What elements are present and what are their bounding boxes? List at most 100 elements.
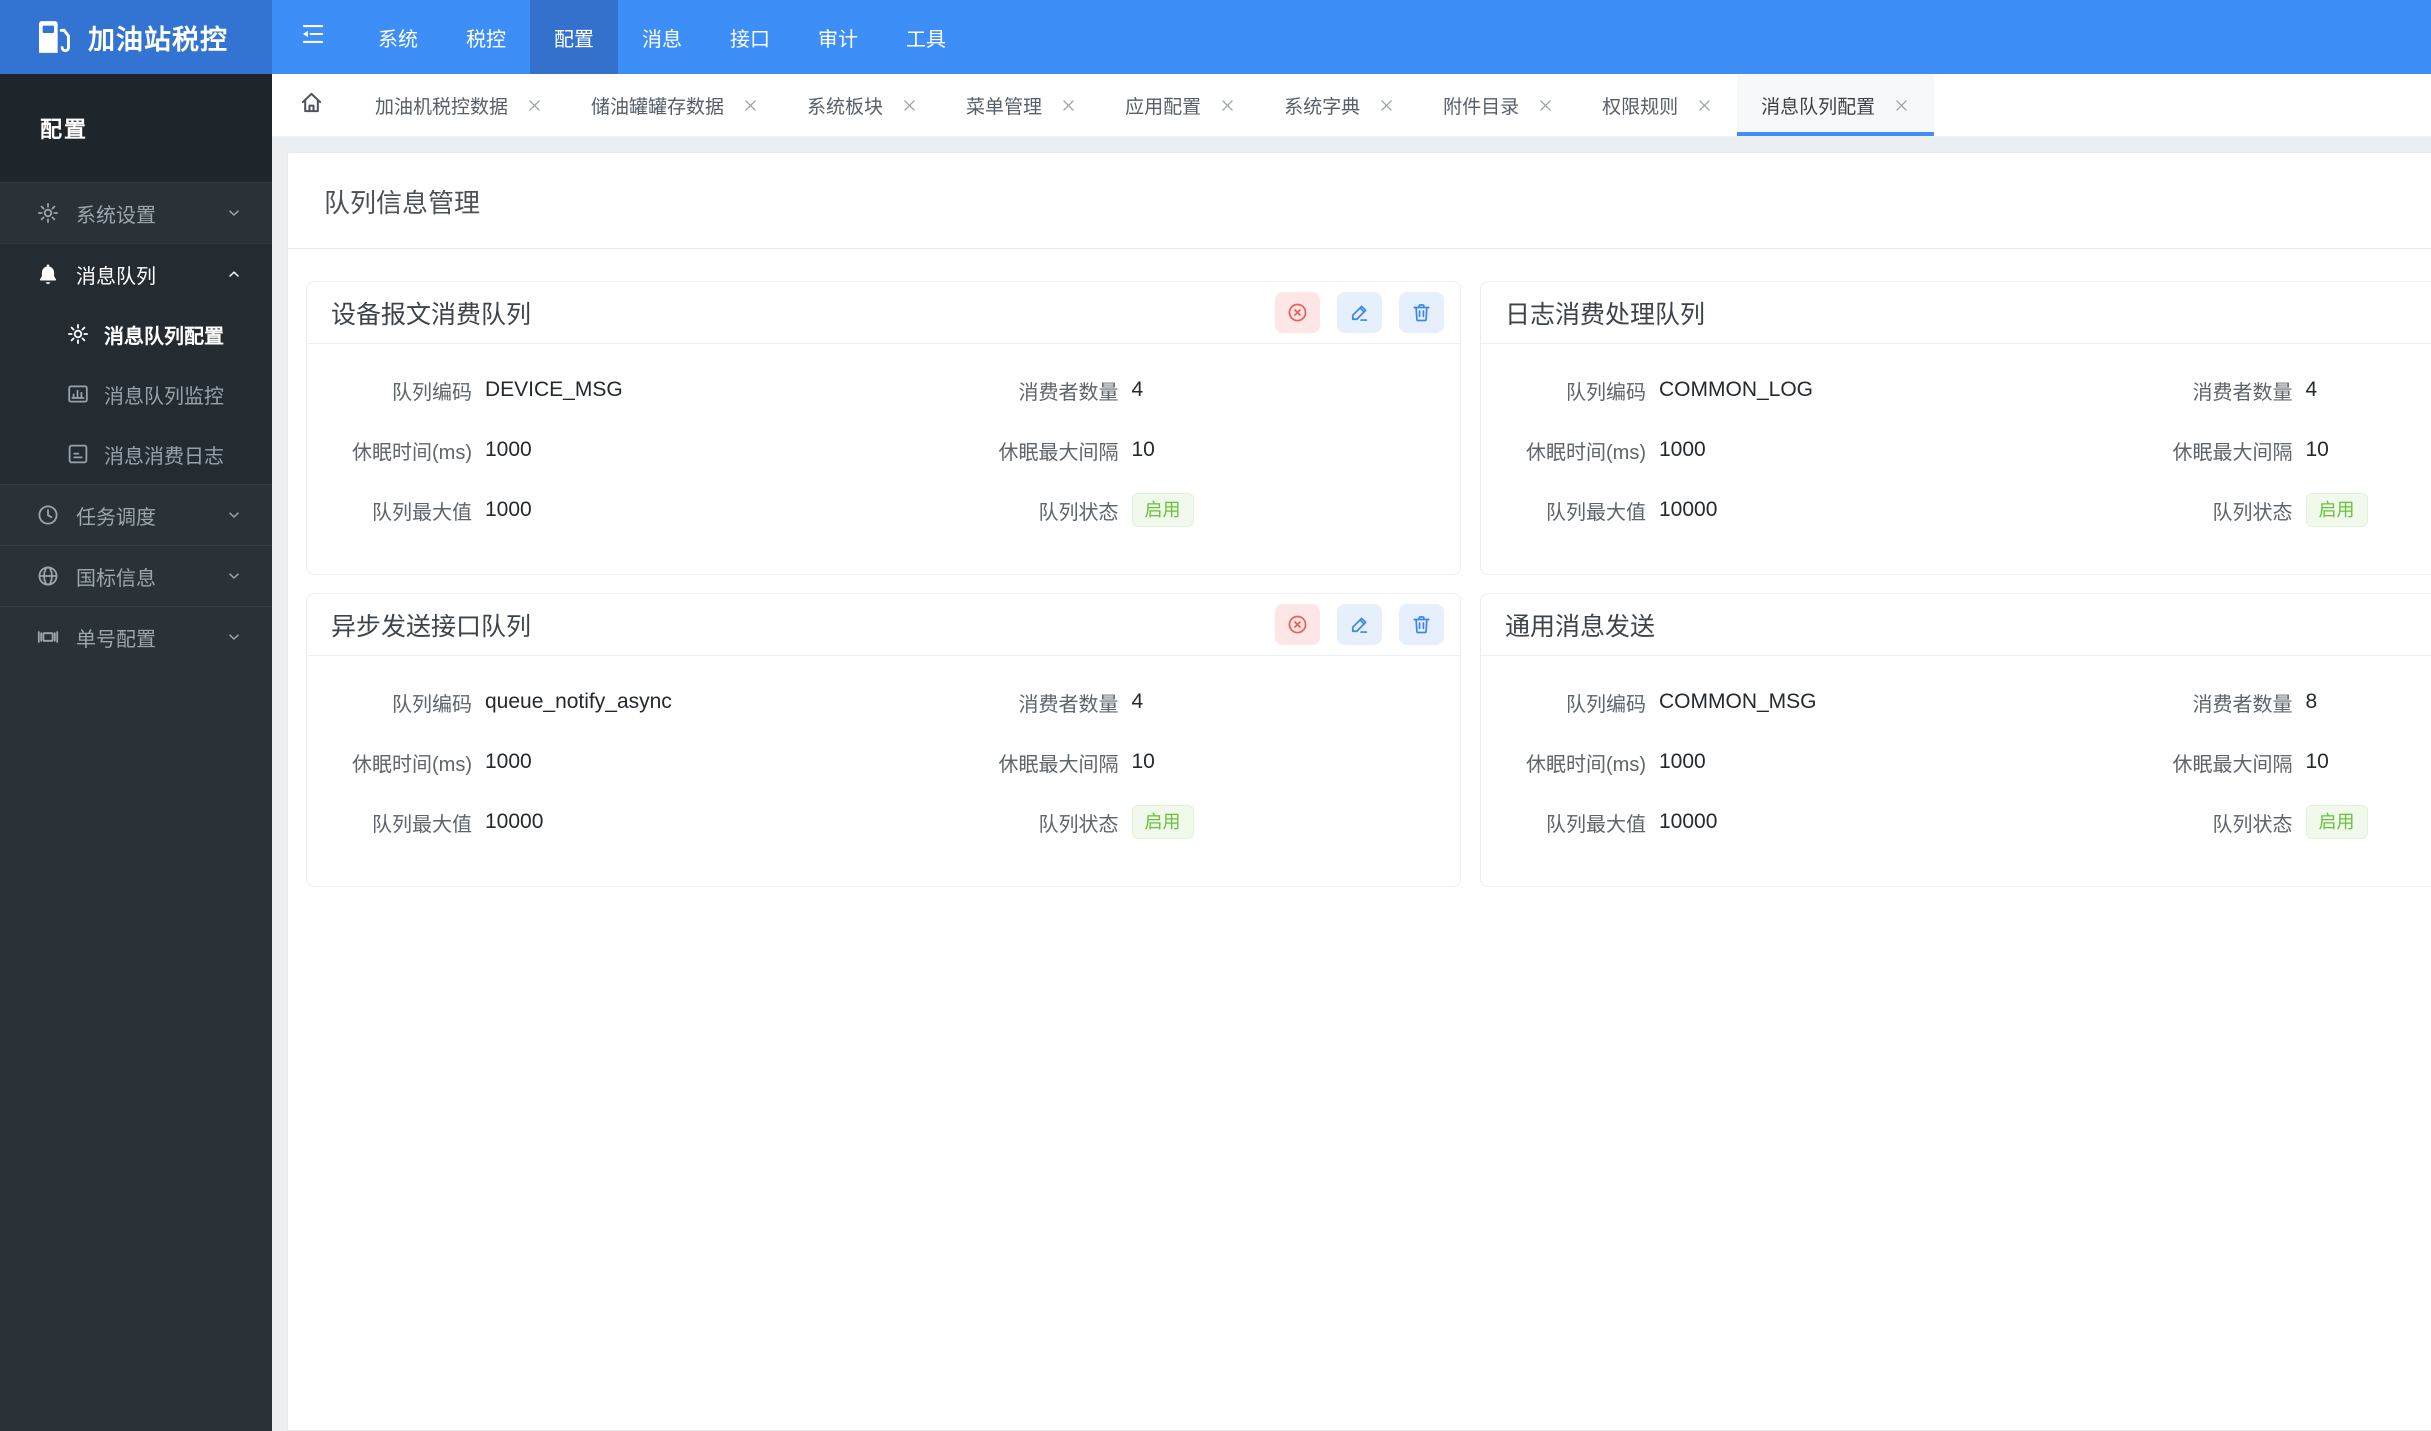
disable-queue-button[interactable] xyxy=(1275,292,1320,333)
queue-field: 队列状态 启用 xyxy=(2058,805,2431,839)
app-brand: 加油站税控 xyxy=(0,0,272,74)
tab-3[interactable]: 系统板块 xyxy=(783,74,942,136)
log-icon xyxy=(66,442,90,466)
queue-field: 休眠最大间隔 10 xyxy=(884,436,1461,465)
sidebar-subitem-2-2[interactable]: 消息队列监控 xyxy=(0,364,272,424)
edit-pencil-icon xyxy=(1348,613,1371,636)
queue-card-2: 日志消费处理队列 队列编码 COMMON_LOG 消费者数量 4 休眠时间(ms) 1000… xyxy=(1480,281,2431,575)
top-menu-item-3[interactable]: 配置 xyxy=(530,0,618,74)
close-icon[interactable] xyxy=(742,97,759,114)
chevron-up-icon xyxy=(224,264,244,284)
queue-field: 队列状态 启用 xyxy=(2058,493,2431,527)
queue-field-row: 队列最大值 10000 队列状态 启用 xyxy=(1481,480,2431,540)
sidebar-group: 消息队列 消息队列配置 消息队列监控消息消费日志 xyxy=(0,243,272,484)
tab-7[interactable]: 附件目录 xyxy=(1419,74,1578,136)
field-value: 1000 xyxy=(485,438,532,461)
status-badge: 启用 xyxy=(1131,493,1194,527)
close-icon[interactable] xyxy=(526,97,543,114)
edit-queue-button[interactable] xyxy=(1337,292,1382,333)
fuel-pump-icon xyxy=(34,17,74,57)
queue-card-header: 通用消息发送 xyxy=(1481,594,2431,656)
queue-field: 队列最大值 10000 xyxy=(1481,808,2058,837)
status-badge: 启用 xyxy=(1131,805,1194,839)
chevron-down-icon xyxy=(224,627,244,647)
sidebar-item-4[interactable]: 国标信息 xyxy=(0,546,272,606)
queue-card-actions xyxy=(1275,604,1444,645)
field-value: COMMON_MSG xyxy=(1659,690,1817,713)
field-value: 10 xyxy=(1131,750,1155,773)
tab-label: 消息队列配置 xyxy=(1761,96,1876,118)
field-value: 1000 xyxy=(1659,438,1706,461)
top-menu-item-5[interactable]: 接口 xyxy=(730,28,770,51)
queue-field: 队列最大值 10000 xyxy=(307,808,884,837)
top-menu-item-7[interactable]: 工具 xyxy=(906,28,946,51)
top-menu-item-4[interactable]: 消息 xyxy=(642,28,682,51)
queue-field-row: 休眠时间(ms) 1000 休眠最大间隔 10 xyxy=(307,732,1460,792)
field-value: 10000 xyxy=(1659,810,1718,833)
tab-9[interactable]: 消息队列配置 xyxy=(1737,74,1935,136)
queue-card-title: 设备报文消费队列 xyxy=(331,300,532,329)
field-value: 10000 xyxy=(485,810,544,833)
field-label: 休眠时间(ms) xyxy=(352,441,472,464)
field-value: 10 xyxy=(2305,750,2329,773)
tab-5[interactable]: 应用配置 xyxy=(1101,74,1260,136)
queue-field: 休眠最大间隔 10 xyxy=(884,748,1461,777)
queue-field: 休眠时间(ms) 1000 xyxy=(1481,436,2058,465)
home-tab-button[interactable] xyxy=(272,74,351,136)
queue-field: 休眠时间(ms) 1000 xyxy=(307,436,884,465)
home-icon xyxy=(298,89,325,121)
field-value: 4 xyxy=(1131,690,1144,713)
sidebar-item-label: 国标信息 xyxy=(76,567,156,590)
close-icon[interactable] xyxy=(1219,97,1236,114)
close-icon[interactable] xyxy=(1893,97,1910,114)
queue-field: 消费者数量 8 xyxy=(2058,688,2431,717)
status-badge: 启用 xyxy=(2305,805,2368,839)
main-content: 队列信息管理 设备报文消费队列 队列编码 DEVICE_MSG 消费者数量 4 休眠时间(… xyxy=(272,137,2431,1431)
field-label: 队列状态 xyxy=(2212,813,2293,836)
tab-2[interactable]: 储油罐罐存数据 xyxy=(567,74,783,136)
close-icon[interactable] xyxy=(1378,97,1395,114)
field-label: 休眠时间(ms) xyxy=(352,753,472,776)
field-label: 消费者数量 xyxy=(2192,693,2293,716)
queue-field: 队列编码 COMMON_LOG xyxy=(1481,376,2058,405)
edit-queue-button[interactable] xyxy=(1337,604,1382,645)
close-icon[interactable] xyxy=(1696,97,1713,114)
disable-queue-button[interactable] xyxy=(1275,604,1320,645)
sidebar-item-2[interactable]: 消息队列 xyxy=(0,244,272,304)
field-label: 休眠最大间隔 xyxy=(2172,753,2293,776)
field-label: 休眠最大间隔 xyxy=(2172,441,2293,464)
trash-icon xyxy=(1410,613,1433,636)
sidebar-item-5[interactable]: 单号配置 xyxy=(0,607,272,667)
field-label: 休眠时间(ms) xyxy=(1526,441,1646,464)
sidebar-item-3[interactable]: 任务调度 xyxy=(0,485,272,545)
sidebar-collapse-button[interactable] xyxy=(272,0,354,74)
tab-1[interactable]: 加油机税控数据 xyxy=(351,74,567,136)
sidebar: 配置 系统设置 消息队列 消息队列配置 消息队列监控 消息消费日志 任务调度 国标信息 单号配… xyxy=(0,74,272,1431)
delete-queue-button[interactable] xyxy=(1399,604,1444,645)
close-icon[interactable] xyxy=(901,97,918,114)
queue-card-4: 通用消息发送 队列编码 COMMON_MSG 消费者数量 8 休眠时间(ms) 1000 休眠… xyxy=(1480,593,2431,887)
top-menu-item-6[interactable]: 审计 xyxy=(818,28,858,51)
field-label: 队列最大值 xyxy=(372,501,472,524)
field-value: DEVICE_MSG xyxy=(485,378,623,401)
trash-icon xyxy=(1410,301,1433,324)
top-menu-item-1[interactable]: 系统 xyxy=(378,28,418,51)
close-icon[interactable] xyxy=(1537,97,1554,114)
tab-8[interactable]: 权限规则 xyxy=(1578,74,1737,136)
sidebar-subitem-2-1[interactable]: 消息队列配置 xyxy=(0,304,272,364)
field-label: 队列编码 xyxy=(392,693,472,716)
tab-4[interactable]: 菜单管理 xyxy=(942,74,1101,136)
stop-circle-icon xyxy=(1286,301,1309,324)
sidebar-subitem-2-3[interactable]: 消息消费日志 xyxy=(0,424,272,484)
field-value: 4 xyxy=(2305,378,2318,401)
chevron-down-icon xyxy=(224,203,244,223)
top-menu-item-2[interactable]: 税控 xyxy=(466,28,506,51)
sidebar-menu: 系统设置 消息队列 消息队列配置 消息队列监控消息消费日志任务调度国标信息单号配置 xyxy=(0,182,272,667)
delete-queue-button[interactable] xyxy=(1399,292,1444,333)
field-label: 队列最大值 xyxy=(1546,501,1646,524)
sidebar-subitem-label: 消息消费日志 xyxy=(104,445,224,468)
tab-6[interactable]: 系统字典 xyxy=(1260,74,1419,136)
close-icon[interactable] xyxy=(1060,97,1077,114)
sidebar-item-1[interactable]: 系统设置 xyxy=(0,183,272,243)
field-label: 队列编码 xyxy=(1566,693,1646,716)
